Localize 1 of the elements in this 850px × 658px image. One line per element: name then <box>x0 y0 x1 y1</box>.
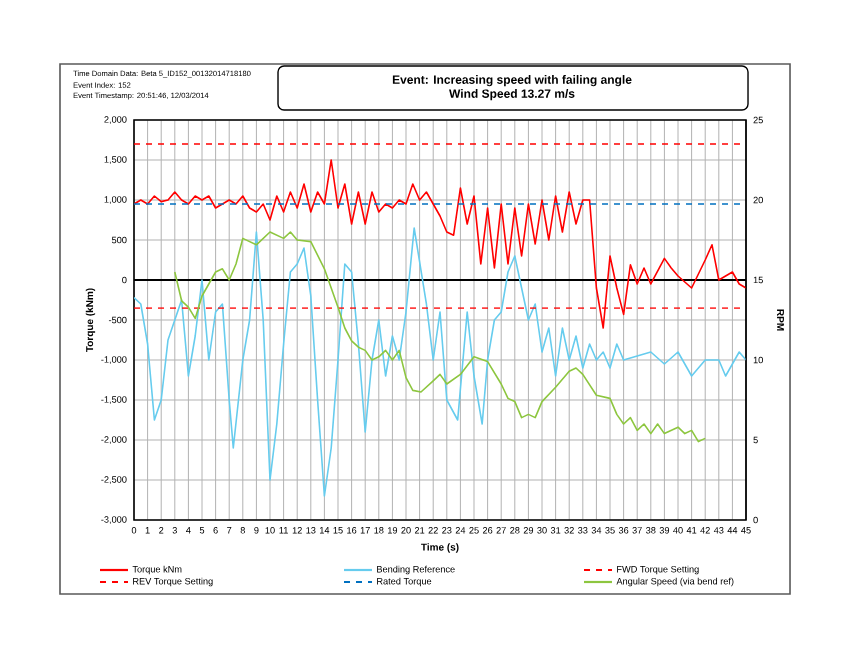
line-series <box>134 227 746 497</box>
